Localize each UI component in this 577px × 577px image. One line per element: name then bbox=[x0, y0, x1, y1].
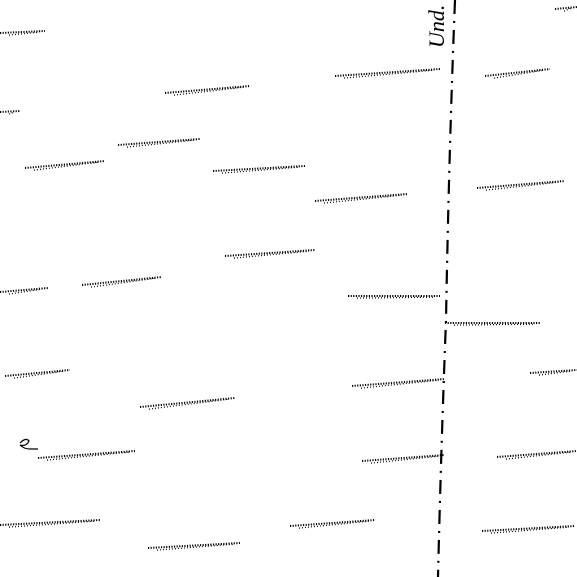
dotted-stroke bbox=[476, 180, 566, 189]
dotted-stroke bbox=[224, 249, 316, 257]
rotated-label: Und. bbox=[424, 5, 449, 48]
dotted-stroke bbox=[0, 110, 21, 113]
dotted-stroke bbox=[13, 370, 65, 379]
dotted-stroke bbox=[0, 519, 101, 526]
dotted-stroke bbox=[139, 397, 236, 408]
dotted-stroke bbox=[156, 543, 235, 551]
dotted-stroke bbox=[529, 369, 577, 374]
dotted-stroke bbox=[563, 7, 572, 12]
dotted-stroke bbox=[126, 139, 195, 148]
dotted-stroke bbox=[485, 181, 560, 191]
scribble bbox=[19, 438, 38, 450]
dotted-stroke bbox=[490, 526, 570, 534]
dotted-stroke bbox=[164, 85, 251, 94]
dotted-stroke bbox=[323, 194, 403, 204]
dotted-strokes bbox=[0, 6, 577, 551]
dotted-stroke bbox=[484, 68, 551, 77]
dotted-stroke bbox=[233, 250, 310, 259]
dotted-stroke bbox=[221, 166, 300, 174]
dotted-stroke bbox=[343, 69, 435, 79]
dotted-stroke bbox=[8, 520, 95, 528]
dotted-stroke bbox=[453, 323, 535, 326]
dotted-stroke bbox=[360, 379, 440, 389]
dotted-stroke bbox=[33, 161, 100, 171]
dotted-stroke bbox=[554, 6, 577, 10]
dotted-stroke bbox=[0, 30, 46, 34]
dotted-stroke bbox=[314, 193, 409, 202]
dotted-stroke bbox=[90, 277, 157, 288]
dotted-stroke bbox=[8, 111, 15, 115]
dotted-stroke bbox=[496, 450, 577, 458]
dotted-stroke bbox=[117, 138, 201, 146]
dotted-stroke bbox=[356, 296, 435, 299]
dotted-stroke bbox=[81, 276, 163, 286]
dotted-stroke bbox=[4, 369, 71, 377]
dotted-stroke bbox=[8, 288, 43, 295]
dash-dot-line bbox=[436, 0, 457, 577]
dotted-stroke bbox=[505, 451, 572, 460]
dotted-stroke bbox=[289, 519, 376, 527]
dotted-stroke bbox=[481, 525, 576, 532]
dotted-stroke bbox=[493, 69, 545, 79]
dotted-stroke bbox=[212, 165, 306, 172]
dotted-stroke bbox=[147, 542, 241, 549]
dotted-stroke bbox=[298, 520, 370, 529]
dotted-stroke bbox=[8, 31, 40, 36]
dotted-stroke bbox=[37, 450, 136, 459]
dotted-stroke bbox=[334, 68, 441, 77]
dotted-stroke bbox=[361, 454, 446, 462]
dotted-stroke bbox=[351, 378, 446, 387]
dotted-stroke bbox=[0, 287, 49, 293]
dotted-stroke bbox=[24, 160, 106, 169]
